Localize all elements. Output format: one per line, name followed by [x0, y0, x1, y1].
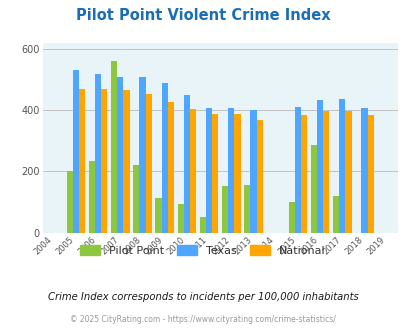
Bar	[123, 90, 129, 233]
Bar	[301, 115, 307, 233]
Legend: Pilot Point, Texas, National: Pilot Point, Texas, National	[75, 241, 330, 260]
Bar	[89, 161, 95, 233]
Bar	[72, 70, 79, 233]
Bar	[133, 165, 139, 233]
Bar	[212, 114, 218, 233]
Bar	[256, 120, 262, 233]
Bar	[222, 186, 228, 233]
Bar	[111, 61, 117, 233]
Bar	[288, 202, 294, 233]
Bar	[316, 100, 322, 233]
Bar	[294, 107, 301, 233]
Bar	[145, 94, 151, 233]
Bar	[339, 99, 345, 233]
Bar	[322, 111, 329, 233]
Bar	[228, 108, 234, 233]
Bar	[139, 77, 145, 233]
Bar	[345, 111, 351, 233]
Bar	[66, 172, 72, 233]
Bar	[190, 109, 196, 233]
Text: Pilot Point Violent Crime Index: Pilot Point Violent Crime Index	[75, 8, 330, 23]
Bar	[332, 196, 339, 233]
Text: © 2025 CityRating.com - https://www.cityrating.com/crime-statistics/: © 2025 CityRating.com - https://www.city…	[70, 315, 335, 324]
Bar	[161, 83, 167, 233]
Bar	[205, 108, 212, 233]
Bar	[199, 217, 205, 233]
Bar	[101, 89, 107, 233]
Bar	[167, 102, 174, 233]
Bar	[234, 114, 240, 233]
Bar	[367, 115, 373, 233]
Bar	[117, 77, 123, 233]
Bar	[360, 108, 367, 233]
Bar	[250, 110, 256, 233]
Bar	[177, 204, 183, 233]
Bar	[95, 74, 101, 233]
Bar	[310, 146, 316, 233]
Bar	[244, 185, 250, 233]
Bar	[183, 95, 190, 233]
Bar	[79, 89, 85, 233]
Bar	[155, 198, 161, 233]
Text: Crime Index corresponds to incidents per 100,000 inhabitants: Crime Index corresponds to incidents per…	[47, 292, 358, 302]
